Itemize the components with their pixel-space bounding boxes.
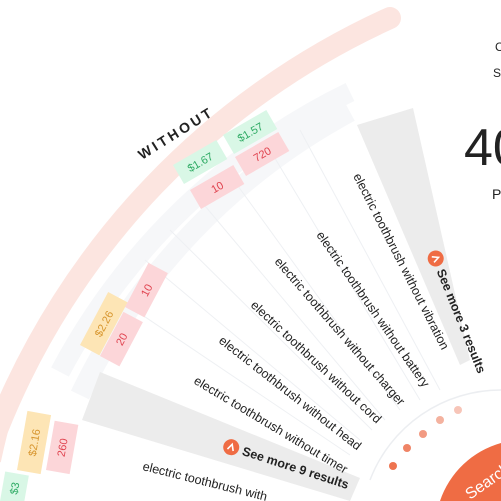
- progress-dots: [389, 406, 462, 470]
- group-arc: [0, 7, 401, 441]
- volume-value: 10: [139, 282, 155, 298]
- band-outer: [51, 83, 355, 377]
- arrow-glyph: [431, 256, 441, 263]
- arrow-glyph: [226, 442, 234, 452]
- cpc-value: $2.16: [27, 428, 44, 457]
- row-dividers: [119, 129, 441, 456]
- volume-value: 20: [114, 331, 130, 347]
- info-line-2: Se: [493, 66, 501, 80]
- see-more-wedge-2[interactable]: [82, 372, 360, 501]
- volume-value: 10: [209, 180, 226, 197]
- total-count: 40: [464, 119, 501, 177]
- metric-cells-mid: $2.26 20 10: [80, 262, 168, 367]
- arrow-icon: [427, 250, 444, 267]
- info-line-1: C: [495, 40, 501, 54]
- info-line-3: P: [492, 186, 501, 202]
- see-more-wedge-1[interactable]: [357, 108, 470, 365]
- metric-cells-bottom: $2.16 260 $3: [0, 410, 79, 501]
- inner-ring: [369, 389, 501, 481]
- search-button[interactable]: Search: [440, 443, 501, 501]
- arrow-icon: [223, 439, 240, 456]
- cpc-value: $3: [8, 481, 22, 495]
- volume-value: 260: [56, 438, 71, 458]
